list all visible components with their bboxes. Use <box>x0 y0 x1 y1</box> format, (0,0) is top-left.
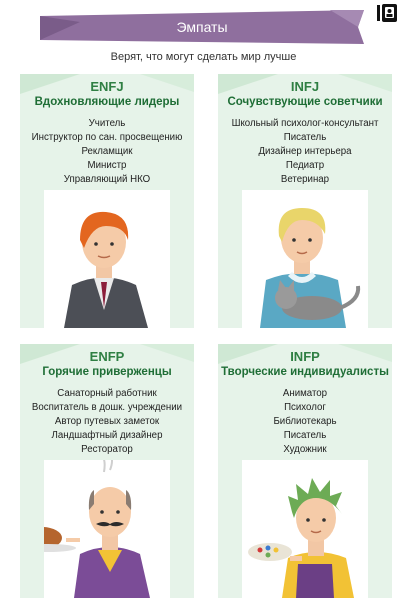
card-type: ENFJ <box>90 79 124 94</box>
card-type: INFJ <box>290 79 320 94</box>
job-item: Рекламщик <box>81 146 133 157</box>
page-subtitle: Верят, что могут сделать мир лучше <box>110 51 297 63</box>
job-item: Школьный психолог-консультант <box>231 118 379 129</box>
job-item: Художник <box>283 444 327 455</box>
job-item: Библиотекарь <box>273 416 337 427</box>
card-type: INFP <box>290 349 320 364</box>
job-item: Ландшафтный дизайнер <box>51 430 163 441</box>
job-item: Ветеринар <box>280 174 330 185</box>
card-tag-decoration <box>20 74 194 94</box>
page-title: Эмпаты <box>176 19 228 35</box>
notification-icon[interactable] <box>376 3 398 23</box>
job-item: Писатель <box>283 430 327 441</box>
job-list: Аниматор Психолог Библиотекарь Писатель … <box>218 387 392 457</box>
job-item: Педиатр <box>285 160 325 171</box>
card-infp: INFP Творческие индивидуалисты Аниматор … <box>218 344 392 598</box>
job-item: Санаторный работник <box>57 388 157 399</box>
job-list: Санаторный работник Воспитатель в дошк. … <box>20 387 194 457</box>
card-role: Вдохновляющие лидеры <box>34 96 180 108</box>
job-item: Дизайнер интерьера <box>258 146 352 157</box>
card-tag-decoration <box>218 344 392 364</box>
card-role: Горячие приверженцы <box>42 366 172 378</box>
card-tag-decoration <box>20 344 194 364</box>
card-tag-decoration <box>218 74 392 94</box>
teacher-figure <box>64 211 148 328</box>
character-illustration <box>242 190 368 328</box>
card-role: Творческие индивидуалисты <box>221 366 389 378</box>
header-banner: Эмпаты <box>40 10 364 44</box>
restaurateur-figure <box>44 460 150 598</box>
job-item: Управляющий НКО <box>63 174 151 185</box>
job-item: Воспитатель в дошк. учреждении <box>31 402 183 413</box>
job-item: Психолог <box>284 402 326 413</box>
character-illustration <box>44 190 170 328</box>
vet-figure <box>260 208 361 328</box>
card-enfp: ENFP Горячие приверженцы Санаторный рабо… <box>20 344 194 598</box>
job-item: Инструктор по сан. просвещению <box>31 132 183 143</box>
card-role: Сочувствующие советчики <box>227 96 383 108</box>
card-type: ENFP <box>89 349 125 364</box>
ribbon-shape <box>40 10 364 44</box>
job-item: Учитель <box>88 118 126 129</box>
job-list: Учитель Инструктор по сан. просвещению Р… <box>20 117 194 187</box>
job-list: Школьный психолог-консультант Писатель Д… <box>218 117 392 187</box>
card-infj: INFJ Сочувствующие советчики Школьный пс… <box>218 74 392 328</box>
character-illustration <box>44 460 170 598</box>
job-item: Автор путевых заметок <box>54 416 160 427</box>
artist-figure <box>248 478 354 598</box>
character-illustration <box>242 460 368 598</box>
job-item: Аниматор <box>282 388 328 399</box>
job-item: Министр <box>87 160 127 171</box>
card-enfj: ENFJ Вдохновляющие лидеры Учитель Инстру… <box>20 74 194 328</box>
job-item: Ресторатор <box>81 444 133 455</box>
job-item: Писатель <box>283 132 327 143</box>
